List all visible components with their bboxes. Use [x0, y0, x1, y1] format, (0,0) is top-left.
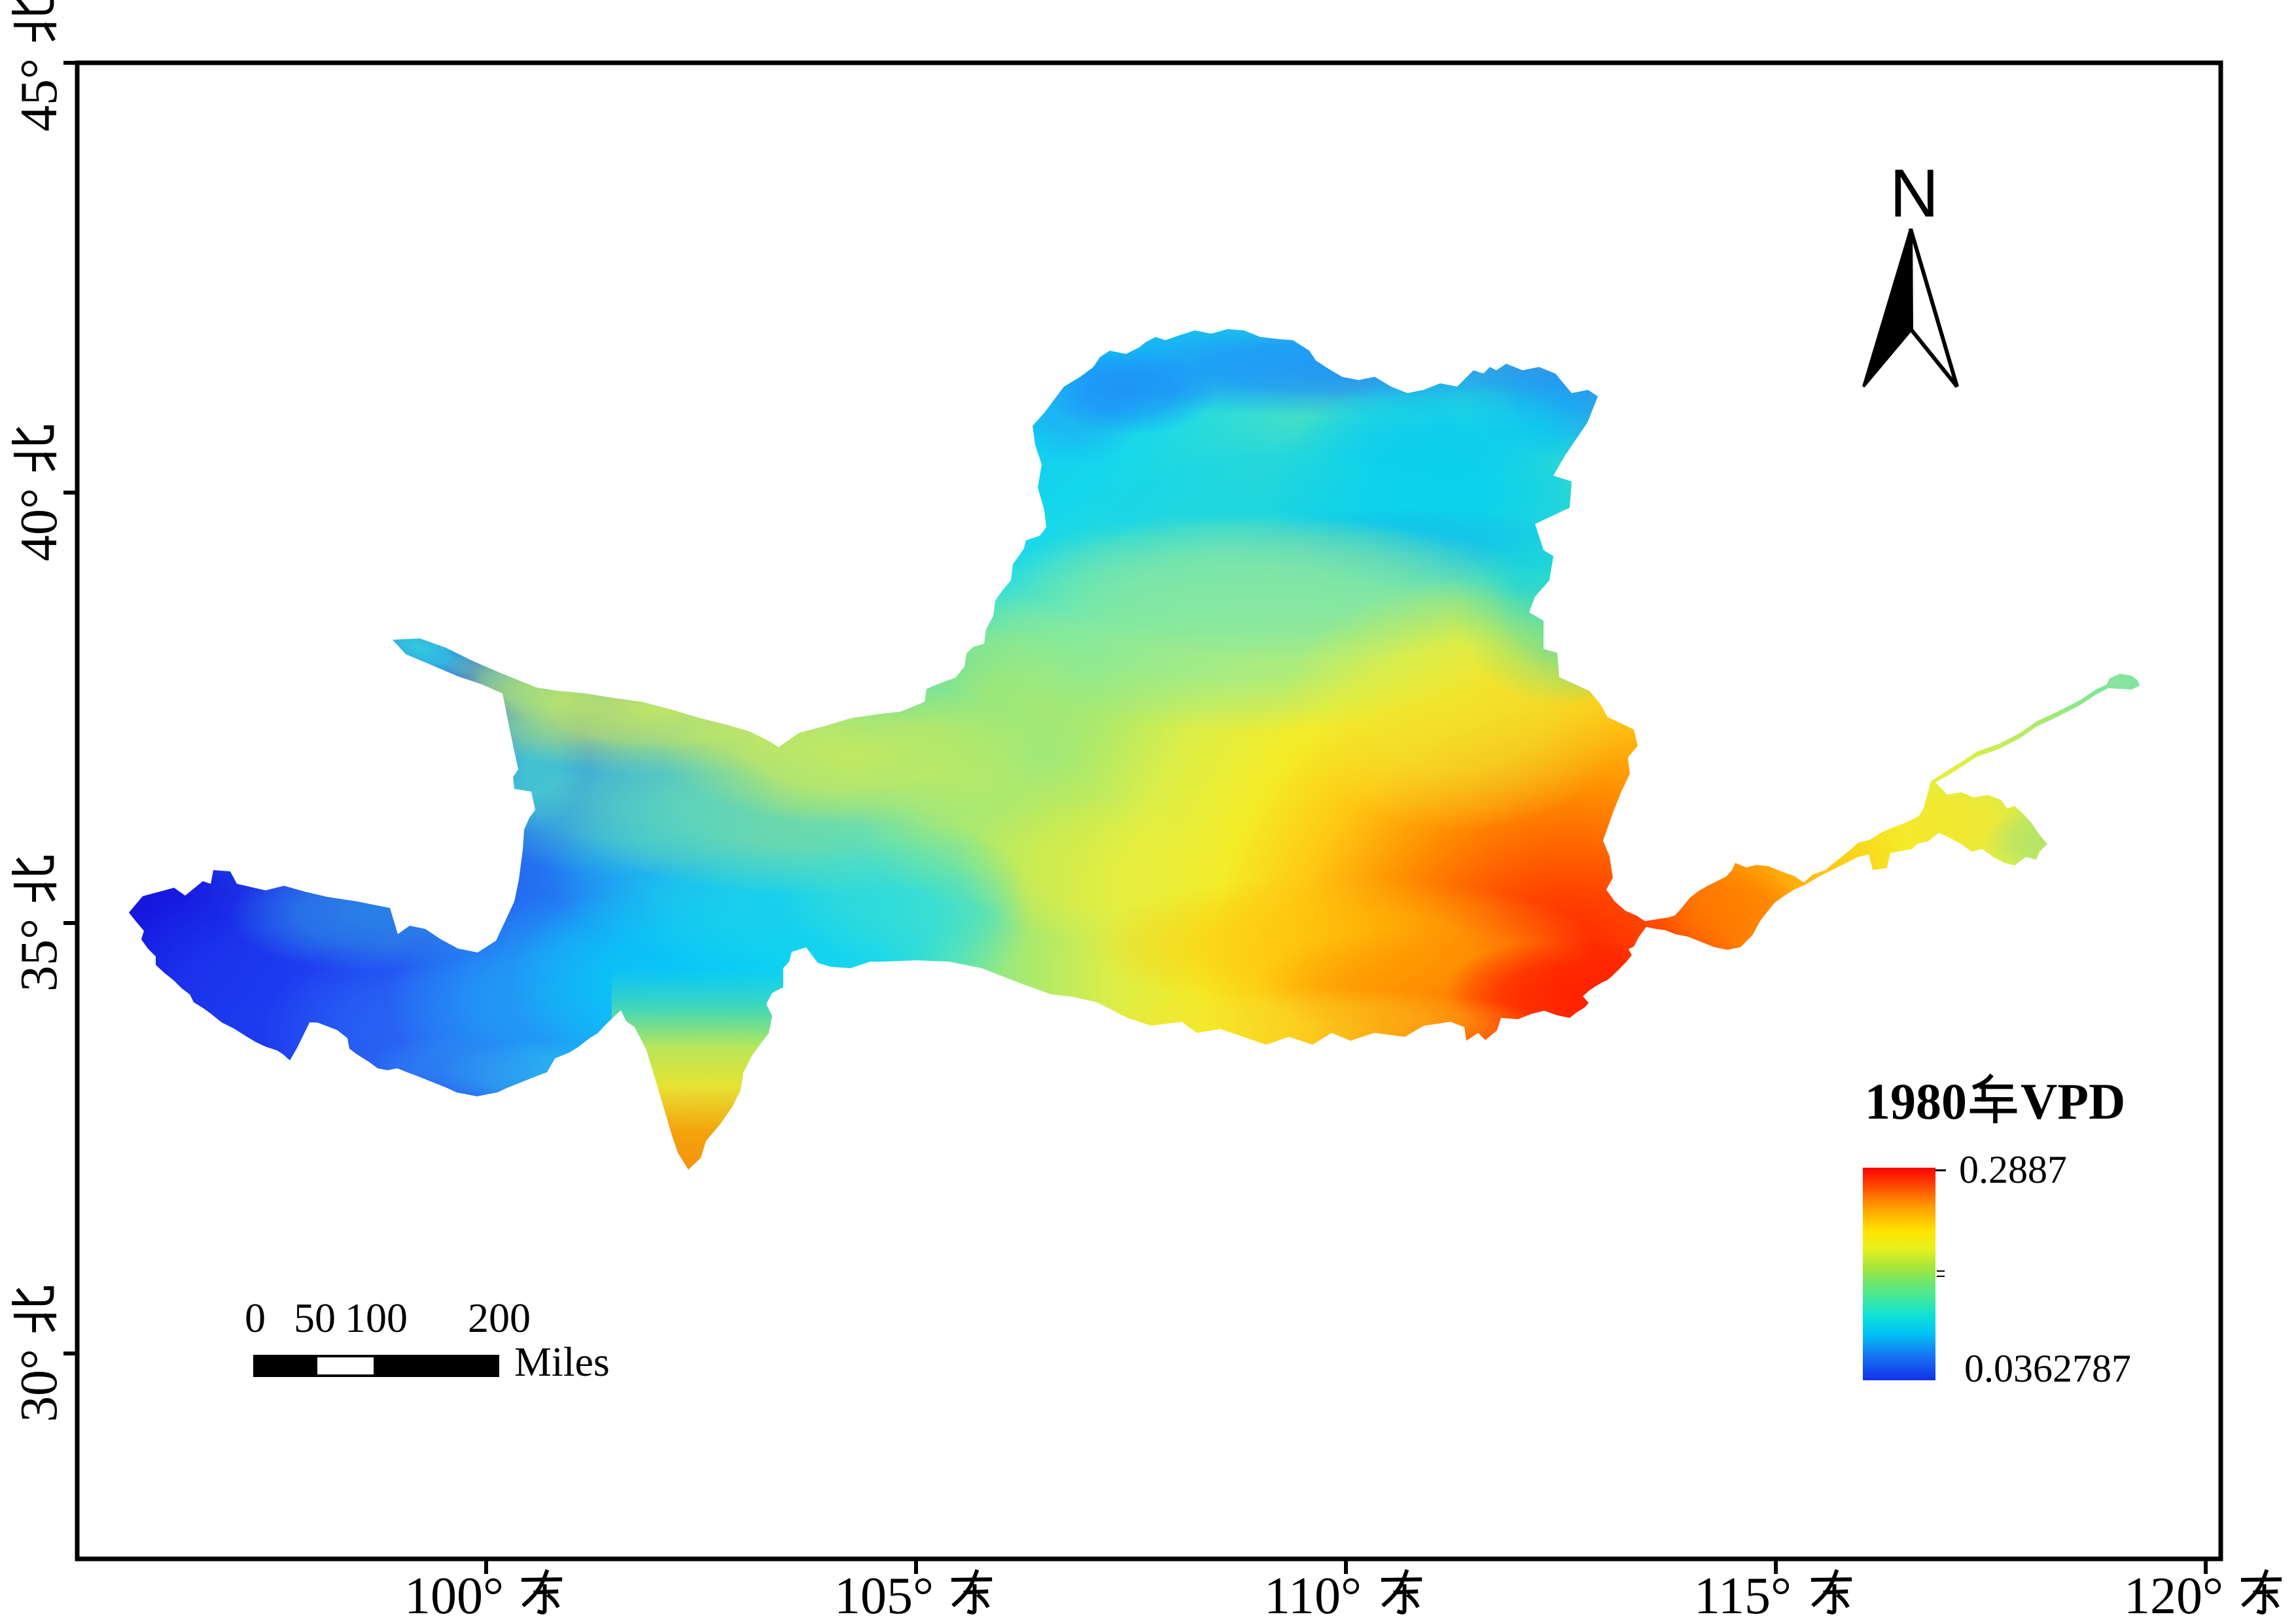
svg-text:105°: 105° [834, 1567, 934, 1623]
svg-text:30°: 30° [10, 1349, 68, 1422]
svg-text:35°: 35° [10, 918, 68, 992]
svg-text:45°: 45° [10, 58, 68, 131]
svg-text:100°: 100° [404, 1567, 504, 1623]
svg-text:120°: 120° [2124, 1567, 2223, 1623]
svg-text:200: 200 [468, 1295, 531, 1341]
svg-text:0.0362787: 0.0362787 [1964, 1347, 2131, 1390]
svg-text:0.2887: 0.2887 [1959, 1148, 2067, 1191]
svg-text:Miles: Miles [514, 1338, 610, 1385]
svg-text:110°: 110° [1264, 1567, 1362, 1623]
svg-text:VPD: VPD [2021, 1073, 2125, 1130]
svg-text:N: N [1890, 156, 1939, 232]
svg-text:100: 100 [345, 1295, 408, 1341]
svg-text:50: 50 [294, 1295, 336, 1341]
svg-text:40°: 40° [10, 488, 68, 561]
svg-text:0: 0 [245, 1295, 266, 1341]
svg-text:115°: 115° [1694, 1567, 1792, 1623]
svg-text:1980: 1980 [1865, 1073, 1967, 1130]
